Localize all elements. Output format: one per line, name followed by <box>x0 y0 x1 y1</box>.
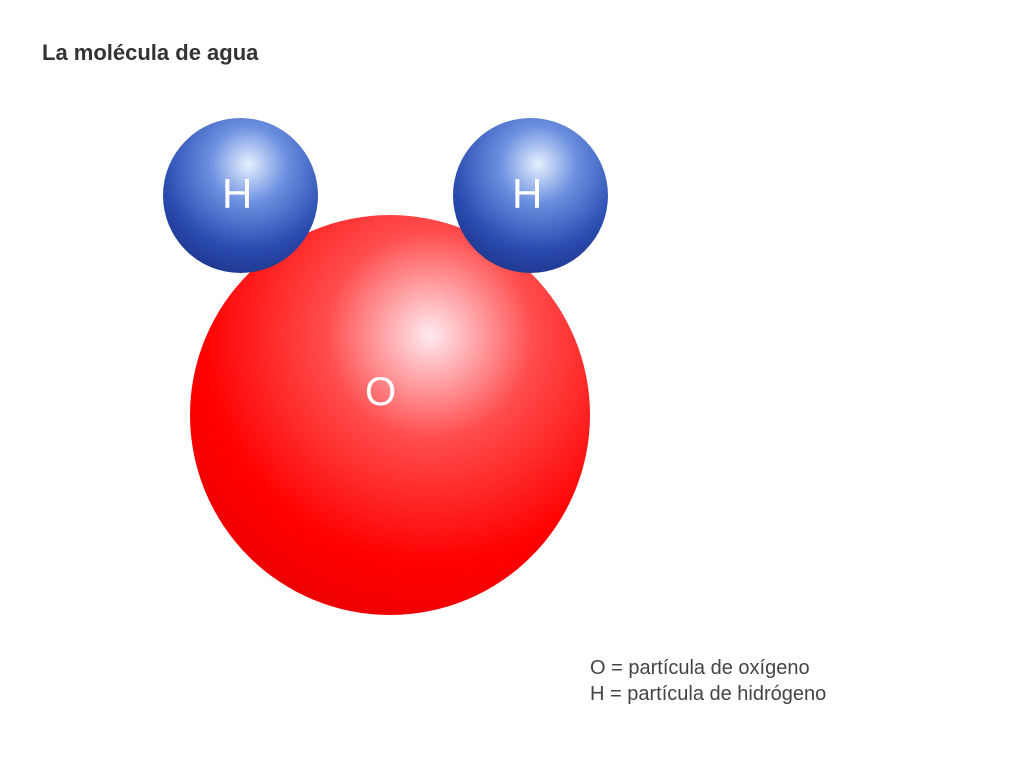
legend-line-oxygen: O = partícula de oxígeno <box>590 655 826 681</box>
diagram-title: La molécula de agua <box>42 40 258 66</box>
atom-label-oxygen: O <box>365 370 396 415</box>
legend-line-hydrogen: H = partícula de hidrógeno <box>590 681 826 707</box>
atom-label-hydrogen-left: H <box>222 170 252 218</box>
legend: O = partícula de oxígeno H = partícula d… <box>590 655 826 707</box>
atom-label-hydrogen-right: H <box>512 170 542 218</box>
atom-oxygen <box>190 215 590 615</box>
